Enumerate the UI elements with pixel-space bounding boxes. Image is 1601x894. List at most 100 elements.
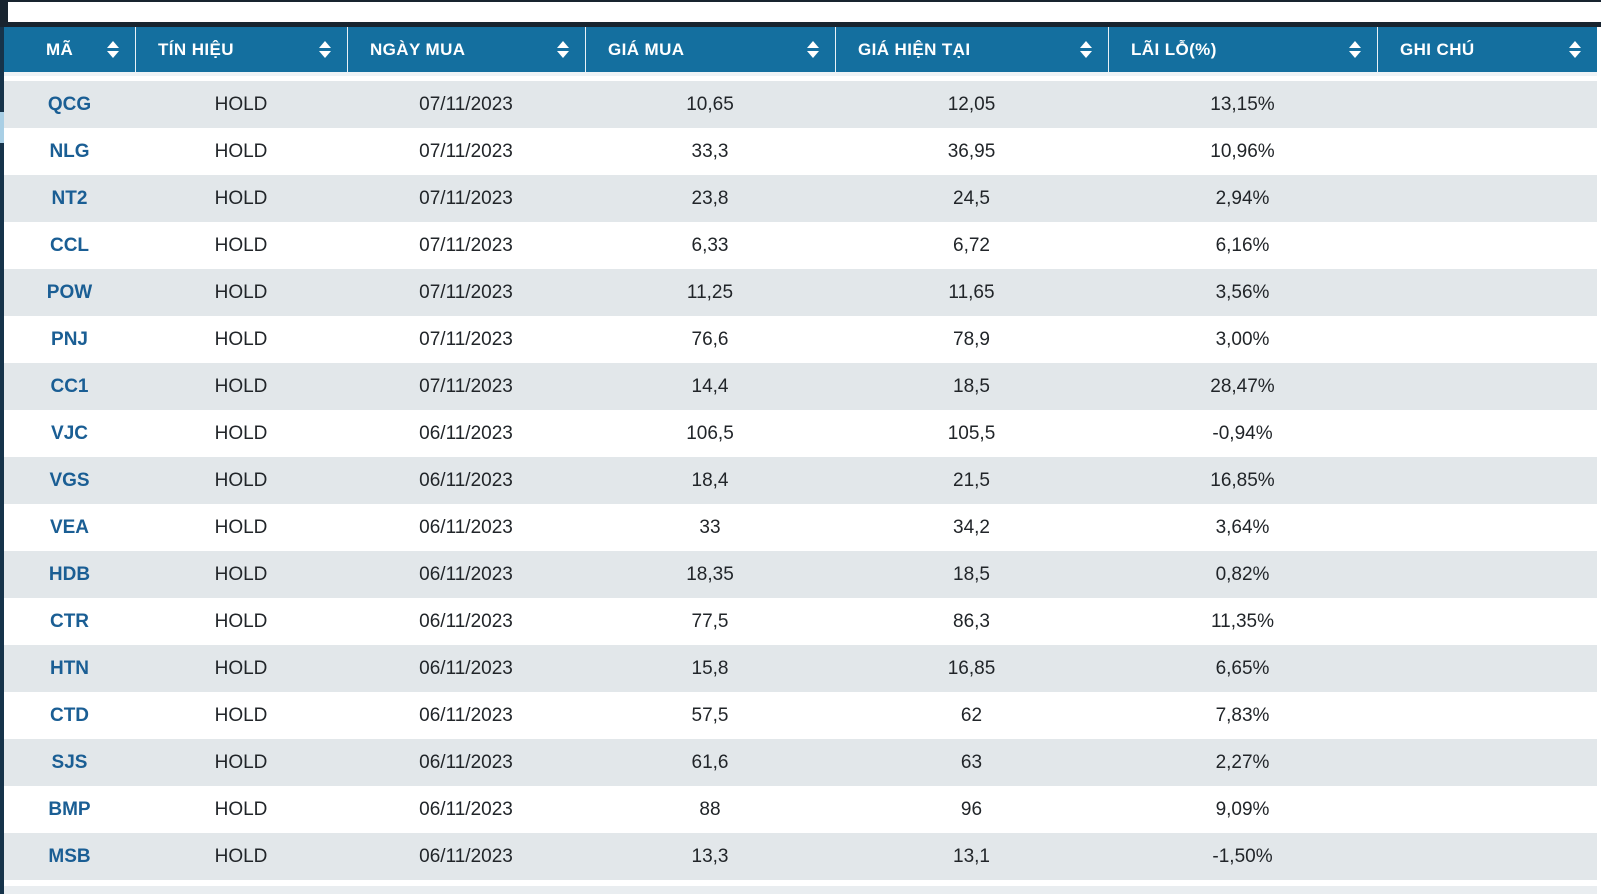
cell-buy-price: 88	[699, 799, 721, 820]
table-row: VJC HOLD 06/11/2023 106,5 105,5 -0,94%	[4, 410, 1597, 457]
cell-ticker-link[interactable]: MSB	[48, 846, 91, 867]
table-row: CCL HOLD 07/11/2023 6,33 6,72 6,16%	[4, 222, 1597, 269]
cell-note	[1377, 645, 1597, 692]
sort-icon[interactable]	[1349, 41, 1361, 58]
column-header-gia-hien-tai[interactable]: GIÁ HIỆN TẠI	[835, 27, 1108, 72]
cell-profit-loss: 6,65%	[1215, 658, 1270, 679]
cell-buy-price: 33,3	[691, 141, 729, 162]
cell-profit-loss: 2,27%	[1215, 752, 1270, 773]
cell-profit-loss: 10,96%	[1210, 141, 1275, 162]
cell-current-price: 36,95	[947, 141, 996, 162]
sort-icon[interactable]	[1080, 41, 1092, 58]
table-row: BMP HOLD 06/11/2023 88 96 9,09%	[4, 786, 1597, 833]
cell-profit-loss: 11,35%	[1210, 611, 1275, 632]
left-scrollbar-thumb[interactable]	[0, 112, 4, 143]
sort-icon[interactable]	[1569, 41, 1581, 58]
sort-icon[interactable]	[107, 41, 119, 58]
stock-table: MÃ TÍN HIỆU NGÀY MUA GIÁ MUA GIÁ HIỆN TẠ…	[4, 27, 1597, 880]
cell-current-price: 105,5	[947, 423, 996, 444]
cell-note	[1377, 786, 1597, 833]
cell-note	[1377, 363, 1597, 410]
cell-ticker-link[interactable]: HTN	[49, 658, 90, 679]
cell-ticker-link[interactable]: NLG	[49, 141, 90, 162]
table-row: HTN HOLD 06/11/2023 15,8 16,85 6,65%	[4, 645, 1597, 692]
cell-ticker-link[interactable]: POW	[46, 282, 93, 303]
cell-signal: HOLD	[214, 329, 268, 350]
cell-buy-date: 07/11/2023	[419, 235, 513, 256]
cell-buy-date: 06/11/2023	[419, 658, 513, 679]
table-row: POW HOLD 07/11/2023 11,25 11,65 3,56%	[4, 269, 1597, 316]
cell-ticker-link[interactable]: VGS	[49, 470, 90, 491]
cell-signal: HOLD	[214, 517, 268, 538]
sort-icon[interactable]	[557, 41, 569, 58]
cell-buy-date: 07/11/2023	[419, 282, 513, 303]
cell-signal: HOLD	[214, 470, 268, 491]
cell-buy-price: 6,33	[691, 235, 729, 256]
cell-profit-loss: -0,94%	[1212, 423, 1273, 444]
cell-profit-loss: 7,83%	[1215, 705, 1270, 726]
column-header-ngay-mua[interactable]: NGÀY MUA	[347, 27, 585, 72]
cell-buy-date: 07/11/2023	[419, 376, 513, 397]
cell-buy-price: 15,8	[691, 658, 729, 679]
table-row: SJS HOLD 06/11/2023 61,6 63 2,27%	[4, 739, 1597, 786]
cell-note	[1377, 504, 1597, 551]
column-header-tin-hieu[interactable]: TÍN HIỆU	[135, 27, 347, 72]
cell-signal: HOLD	[214, 705, 268, 726]
column-label: TÍN HIỆU	[158, 39, 234, 59]
cell-current-price: 24,5	[953, 188, 990, 209]
cell-ticker-link[interactable]: NT2	[51, 188, 88, 209]
cell-ticker-link[interactable]: CC1	[50, 376, 89, 397]
cell-ticker-link[interactable]: CCL	[49, 235, 90, 256]
cell-ticker-link[interactable]: BMP	[48, 799, 91, 820]
cell-current-price: 62	[960, 705, 983, 726]
cell-current-price: 18,5	[953, 564, 990, 585]
cell-current-price: 21,5	[953, 470, 990, 491]
cell-ticker-link[interactable]: VJC	[51, 423, 88, 444]
cell-buy-date: 06/11/2023	[419, 846, 513, 867]
cell-signal: HOLD	[214, 846, 268, 867]
cell-current-price: 78,9	[953, 329, 990, 350]
table-row: NLG HOLD 07/11/2023 33,3 36,95 10,96%	[4, 128, 1597, 175]
cell-ticker-link[interactable]: HDB	[48, 564, 91, 585]
cell-current-price: 86,3	[953, 611, 990, 632]
column-header-ghi-chu[interactable]: GHI CHÚ	[1377, 27, 1597, 72]
cell-ticker-link[interactable]: QCG	[47, 94, 92, 115]
cell-buy-date: 06/11/2023	[419, 470, 513, 491]
cell-current-price: 34,2	[953, 517, 990, 538]
column-label: MÃ	[46, 39, 74, 59]
cell-buy-price: 33	[699, 517, 721, 538]
cell-ticker-link[interactable]: CTD	[49, 705, 90, 726]
cell-buy-price: 10,65	[686, 94, 734, 115]
cell-buy-price: 18,35	[686, 564, 734, 585]
left-scrollbar-track[interactable]	[0, 27, 4, 894]
column-header-lai-lo[interactable]: LÃI LỖ(%)	[1108, 27, 1377, 72]
sort-icon[interactable]	[807, 41, 819, 58]
cell-current-price: 12,05	[947, 94, 996, 115]
cell-note	[1377, 269, 1597, 316]
top-left-corner-block	[0, 0, 8, 24]
cell-note	[1377, 739, 1597, 786]
cell-profit-loss: 6,16%	[1215, 235, 1270, 256]
cell-buy-price: 61,6	[691, 752, 729, 773]
cell-ticker-link[interactable]: PNJ	[51, 329, 88, 350]
column-label: GHI CHÚ	[1400, 39, 1475, 59]
cell-ticker-link[interactable]: VEA	[49, 517, 90, 538]
cell-buy-price: 13,3	[691, 846, 729, 867]
table-row: PNJ HOLD 07/11/2023 76,6 78,9 3,00%	[4, 316, 1597, 363]
cell-buy-date: 06/11/2023	[419, 423, 513, 444]
cell-buy-date: 07/11/2023	[419, 329, 513, 350]
column-header-ma[interactable]: MÃ	[4, 27, 135, 72]
cell-ticker-link[interactable]: CTR	[49, 611, 90, 632]
cell-buy-date: 06/11/2023	[419, 752, 513, 773]
cell-note	[1377, 81, 1597, 128]
column-header-gia-mua[interactable]: GIÁ MUA	[585, 27, 835, 72]
cell-buy-price: 77,5	[691, 611, 729, 632]
cell-ticker-link[interactable]: SJS	[51, 752, 88, 773]
cell-note	[1377, 833, 1597, 880]
sort-icon[interactable]	[319, 41, 331, 58]
cell-note	[1377, 316, 1597, 363]
cell-current-price: 18,5	[953, 376, 990, 397]
column-label: NGÀY MUA	[370, 39, 466, 59]
cell-signal: HOLD	[214, 235, 268, 256]
cell-buy-date: 06/11/2023	[419, 799, 513, 820]
